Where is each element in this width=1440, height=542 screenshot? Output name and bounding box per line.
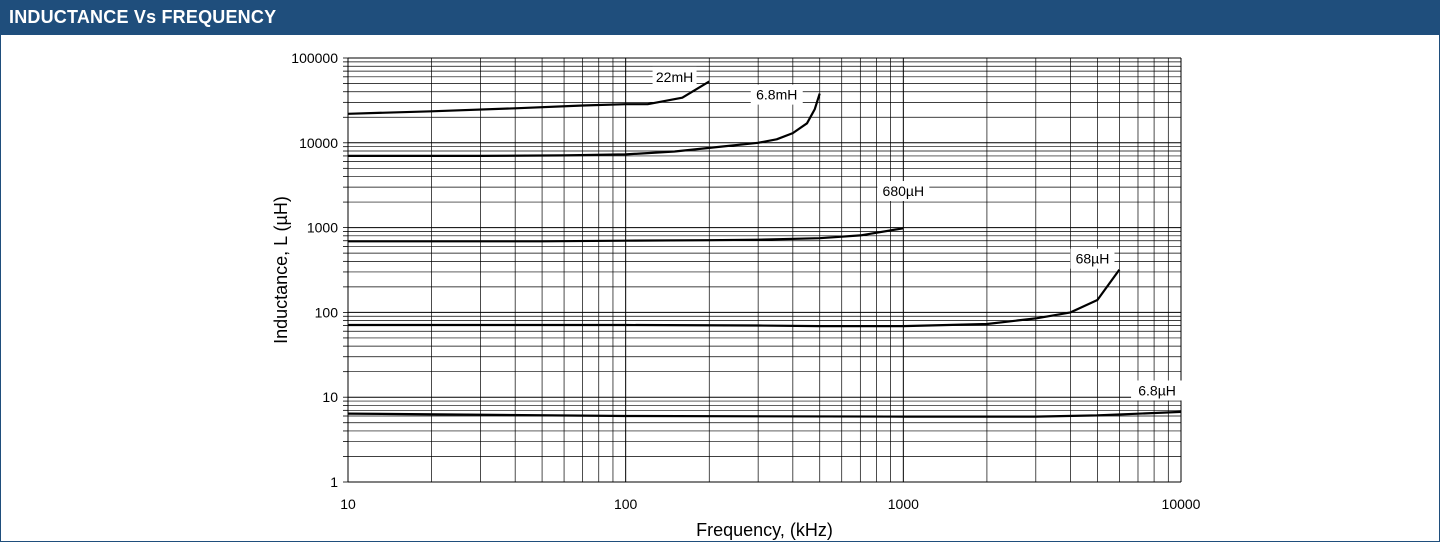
x-tick-label: 1000	[888, 496, 919, 512]
chart-title: INDUCTANCE Vs FREQUENCY	[9, 7, 277, 27]
x-tick-label: 100	[614, 496, 638, 512]
series-label-bg	[1070, 248, 1115, 269]
y-tick-label: 100	[315, 304, 339, 320]
y-tick-label: 1000	[307, 220, 338, 236]
chart-header: INDUCTANCE Vs FREQUENCY	[1, 1, 1439, 35]
series-label: 6.8µH	[1138, 382, 1176, 398]
grid	[343, 57, 1182, 483]
series-label-bg	[1131, 380, 1184, 401]
series-line	[348, 227, 904, 243]
series-labels: 22mH 6.8mH 680µH 68µH 6.8µH	[652, 66, 1184, 401]
x-axis-title: Frequency, (kHz)	[696, 520, 833, 540]
series-label-bg	[652, 66, 697, 87]
x-tick-label: 10000	[1162, 496, 1201, 512]
series-lines	[347, 80, 1182, 418]
series-label-bg	[877, 181, 930, 202]
series-label: 6.8mH	[756, 87, 797, 103]
series-line	[347, 80, 710, 115]
x-tick-label: 10	[340, 496, 356, 512]
series-label-bg	[750, 84, 803, 105]
y-tick-label: 10000	[299, 135, 338, 151]
y-tick-label: 100000	[291, 50, 338, 66]
series-label: 68µH	[1076, 251, 1110, 267]
series-line	[347, 410, 1182, 418]
y-axis-title: Inductance, L (µH)	[271, 196, 291, 344]
y-tick-label: 10	[322, 389, 338, 405]
series-label: 22mH	[656, 69, 693, 85]
y-tick-label: 1	[330, 474, 338, 490]
series-line	[348, 93, 821, 157]
series-label: 680µH	[883, 183, 925, 199]
series-line	[348, 268, 1121, 328]
